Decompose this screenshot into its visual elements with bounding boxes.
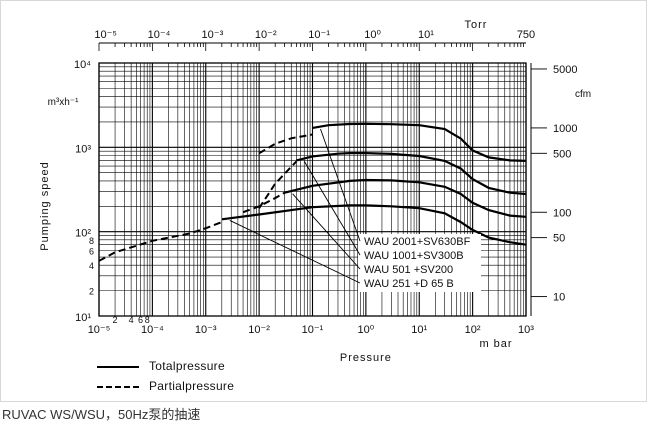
x-axis-title: Pressure: [340, 352, 392, 364]
chart-frame: 10⁻⁵ 10⁻⁴ 10⁻³ 10⁻² 10⁻¹ 10⁰ 10¹ 10² 10³ 2 4 6 8 Pres…: [0, 0, 647, 402]
legend-solid-line-swatch: [97, 366, 139, 368]
series-label: WAU 501 +SV200: [364, 264, 453, 276]
series-label: WAU 2001+SV630BF: [364, 236, 471, 248]
total-pressure-curve: [312, 122, 527, 162]
x-tick-label: 10⁻⁵: [88, 324, 111, 336]
top-axis-tick-label: 10⁻⁵: [94, 29, 117, 41]
x-tick-label: 10⁰: [358, 324, 375, 336]
right-axis-tick-label: 100: [553, 207, 571, 219]
partial-pressure-curve: [258, 133, 313, 155]
total-pressure-curve: [221, 204, 527, 246]
right-axis-tick-label: 10: [553, 292, 565, 304]
x-tick-label: 10⁻⁴: [141, 324, 164, 336]
series-leader-line: [320, 128, 361, 242]
x-minor-tick-label: 4: [129, 315, 134, 325]
series-leader-line: [292, 193, 361, 270]
top-axis-unit: Torr: [465, 19, 488, 31]
top-axis-tick-label: 10¹: [418, 29, 434, 41]
x-minor-tick-label: 6: [138, 315, 143, 325]
right-axis-unit: cfm: [575, 89, 591, 100]
x-tick-label: 10²: [465, 324, 481, 336]
right-axis-tick-label: 50: [553, 233, 565, 245]
partial-pressure-curve: [98, 221, 223, 262]
x-minor-tick-label: 8: [145, 315, 150, 325]
series-label-box: [358, 234, 481, 292]
y-tick-label: 10²: [75, 228, 91, 240]
y-axis-title: Pumping speed: [39, 161, 51, 250]
y-tick-label: 10⁴: [74, 59, 91, 71]
legend-partial-label: Partialpressure: [149, 379, 235, 393]
y-minor-tick-label: 8: [89, 236, 94, 246]
legend-total-label: Totalpressure: [149, 359, 225, 373]
right-axis-tick-label: 5000: [553, 64, 577, 76]
series-leader-line: [229, 220, 361, 284]
y-tick-label: 10³: [75, 143, 91, 155]
x-tick-label: 10³: [518, 324, 534, 336]
top-axis-tick-label: 10⁰: [364, 29, 381, 41]
y-axis-unit: m³xh⁻¹: [48, 97, 80, 108]
y-minor-tick-label: 4: [89, 261, 94, 271]
figure-caption: RUVAC WS/WSU，50Hz泵的抽速: [2, 407, 201, 422]
x-tick-label: 10⁻²: [248, 324, 270, 336]
total-pressure-curve: [296, 152, 527, 196]
series-leader-line: [304, 161, 361, 256]
y-tick-label: 10¹: [75, 312, 91, 324]
partial-pressure-curve: [242, 191, 286, 214]
x-minor-tick-label: 2: [113, 315, 118, 325]
x-axis-unit: m bar: [479, 338, 512, 350]
top-axis-tick-label: 10⁻¹: [308, 29, 330, 41]
top-axis-tick-label: 10⁻³: [202, 29, 224, 41]
x-tick-label: 10⁻³: [195, 324, 217, 336]
legend-dashed-line-swatch: [97, 386, 139, 388]
partial-pressure-curve: [258, 160, 298, 209]
series-label: WAU 1001+SV300B: [364, 250, 464, 262]
x-tick-label: 10¹: [411, 324, 427, 336]
y-minor-tick-label: 6: [89, 246, 94, 256]
right-axis-tick-label: 1000: [553, 123, 577, 135]
top-axis-tick-label: 10⁻²: [255, 29, 277, 41]
series-label: WAU 251 +D 65 B: [364, 278, 454, 290]
total-pressure-curve: [284, 178, 527, 218]
top-axis-tick-label: 750: [517, 29, 535, 41]
right-axis-tick-label: 500: [553, 148, 571, 160]
x-tick-label: 10⁻¹: [302, 324, 324, 336]
plot-border: [98, 62, 527, 317]
top-axis-tick-label: 10⁻⁴: [148, 29, 171, 41]
y-minor-tick-label: 2: [89, 287, 94, 297]
